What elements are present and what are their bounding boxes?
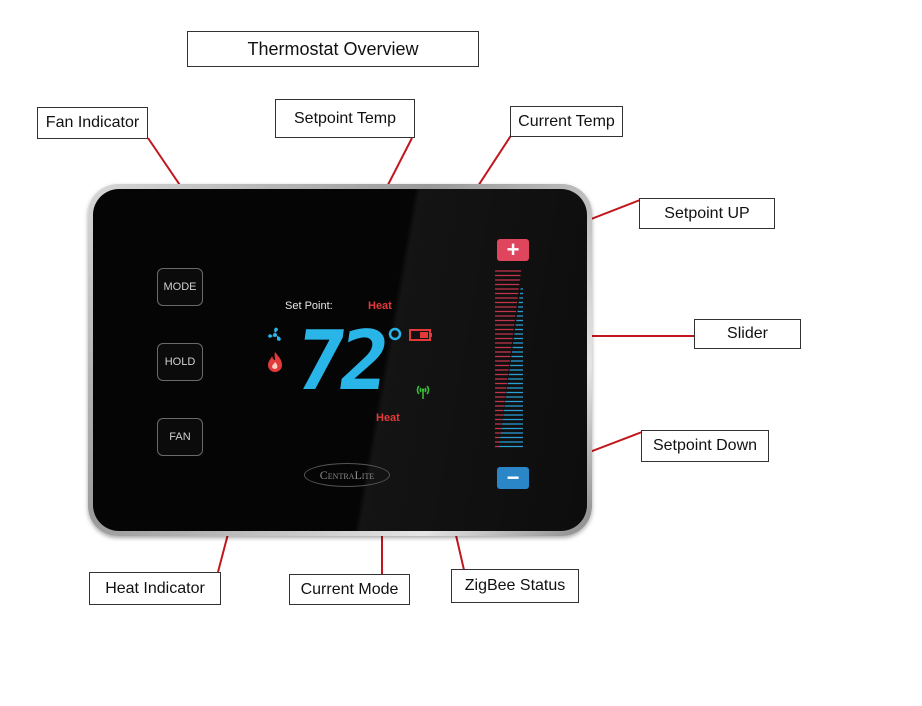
thermostat-screen: MODE HOLD FAN Set Point: Heat 72: [93, 189, 587, 531]
callout-slider: Slider: [694, 319, 801, 349]
diagram-title: Thermostat Overview: [187, 31, 479, 67]
set-point-label: Set Point:: [285, 300, 333, 312]
battery-icon: [409, 329, 432, 341]
current-temp-display: 72: [289, 314, 390, 409]
callout-heat-indicator: Heat Indicator: [89, 572, 221, 605]
callout-setpoint-temp: Setpoint Temp: [275, 99, 415, 138]
thermostat-device: MODE HOLD FAN Set Point: Heat 72: [88, 184, 592, 536]
setpoint-down-button[interactable]: −: [497, 467, 529, 489]
fan-button[interactable]: FAN: [157, 418, 203, 456]
degree-symbol-icon: [388, 327, 402, 341]
current-mode-label: Heat: [376, 412, 400, 424]
zigbee-signal-icon: [416, 385, 430, 399]
callout-current-mode: Current Mode: [289, 574, 410, 605]
callout-current-temp: Current Temp: [510, 106, 623, 137]
callout-setpoint-down: Setpoint Down: [641, 430, 769, 462]
setpoint-slider[interactable]: [493, 269, 533, 459]
mode-button[interactable]: MODE: [157, 268, 203, 306]
setpoint-mode-label: Heat: [368, 300, 392, 312]
fan-icon: [268, 327, 281, 341]
callout-setpoint-up: Setpoint UP: [639, 198, 775, 229]
callout-zigbee-status: ZigBee Status: [451, 569, 579, 603]
flame-icon: [268, 352, 282, 372]
callout-fan-indicator: Fan Indicator: [37, 107, 148, 139]
hold-button[interactable]: HOLD: [157, 343, 203, 381]
setpoint-up-button[interactable]: +: [497, 239, 529, 261]
centralite-logo: CentraLite: [304, 463, 390, 487]
